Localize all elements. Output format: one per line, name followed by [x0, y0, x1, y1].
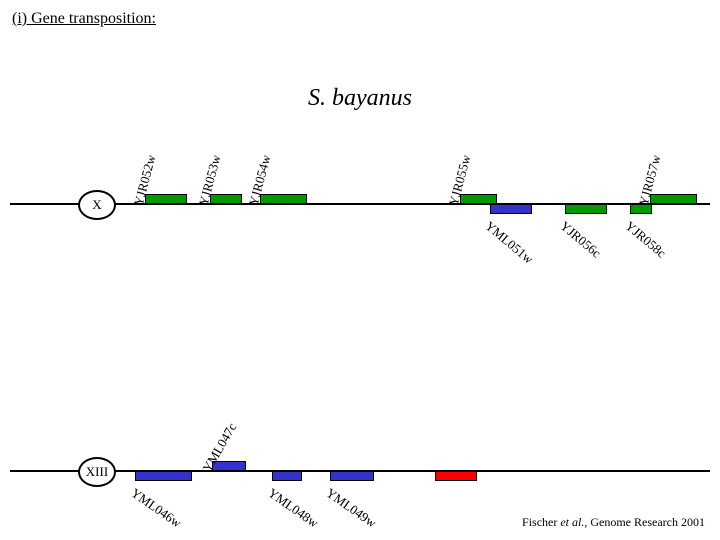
- gene-box: [490, 204, 532, 214]
- gene-box: [435, 471, 477, 481]
- gene-box: [135, 471, 192, 481]
- diagram-title: (i) Gene transposition:: [12, 10, 156, 28]
- chromosome-x-label: X: [78, 190, 116, 220]
- citation: Fischer et al., Genome Research 2001: [522, 515, 705, 530]
- gene-label: YML048w: [265, 485, 322, 531]
- gene-label: YJR058c: [622, 218, 669, 261]
- gene-box: [272, 471, 302, 481]
- gene-box: [650, 194, 697, 204]
- gene-box: [145, 194, 187, 204]
- gene-box: [565, 204, 607, 214]
- gene-label: YML051w: [482, 218, 537, 267]
- gene-label: YML049w: [323, 485, 380, 531]
- gene-box: [330, 471, 374, 481]
- gene-box: [210, 194, 242, 204]
- gene-label: YML046w: [128, 485, 185, 531]
- chromosome-xiii-label: XIII: [78, 457, 116, 487]
- gene-box: [630, 204, 652, 214]
- gene-box: [260, 194, 307, 204]
- species-name: S. bayanus: [0, 85, 720, 112]
- gene-box: [460, 194, 497, 204]
- gene-label: YJR056c: [557, 218, 604, 261]
